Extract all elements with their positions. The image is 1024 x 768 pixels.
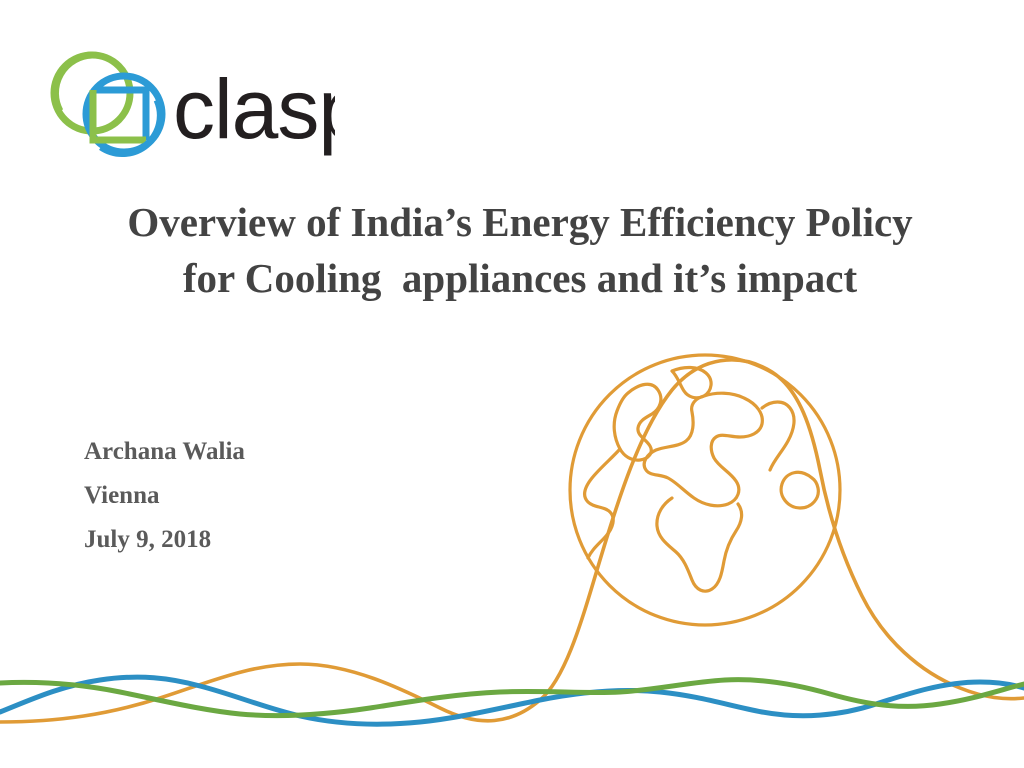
presenter-location: Vienna <box>84 482 160 509</box>
wave-blue-line <box>0 674 1024 727</box>
globe-continent-southwest-icon <box>582 447 622 560</box>
globe-continent-west-icon <box>612 382 663 462</box>
logo-wordmark: clasp <box>173 62 335 156</box>
slide-title-line-2: for Cooling appliances and it’s impact <box>182 255 858 301</box>
globe-continent-africa-icon <box>655 496 744 593</box>
slide-title-line-1: Overview of India’s Energy Efficiency Po… <box>127 199 913 245</box>
logo-square-blue-edge-icon <box>93 86 150 140</box>
globe-continent-central-icon <box>642 391 764 508</box>
wave-green-line <box>0 677 1024 719</box>
logo-blue-arc-overlay-icon <box>99 98 164 157</box>
globe-outline-icon <box>568 353 842 627</box>
presenter-info: Archana Walia Vienna July 9, 2018 <box>84 430 504 562</box>
clasp-logo-svg: clasp <box>50 51 335 157</box>
presenter-name: Archana Walia <box>84 438 245 465</box>
presentation-date: July 9, 2018 <box>84 526 212 553</box>
globe-continent-north-icon <box>670 365 713 400</box>
logo-green-arc-overlay-icon <box>51 51 93 113</box>
slide-title: Overview of India’s Energy Efficiency Po… <box>70 194 970 306</box>
globe-continent-east-icon <box>760 400 796 472</box>
clasp-logo: clasp <box>45 48 335 160</box>
logo-square-green-edge-icon <box>89 90 146 144</box>
globe-island-icon <box>779 470 820 510</box>
